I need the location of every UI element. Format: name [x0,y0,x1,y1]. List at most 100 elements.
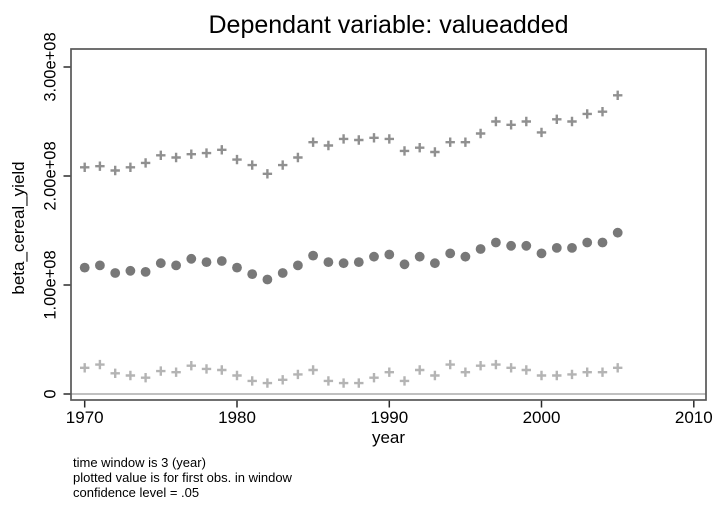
marker-point-estimate [216,256,227,266]
marker-upper-confidence-bound [536,127,547,138]
marker-lower-confidence-bound [384,367,394,377]
marker-lower-confidence-bound [475,361,486,371]
marker-point-estimate [475,244,486,254]
x-tick-label: 2000 [523,408,561,427]
marker-lower-confidence-bound [445,359,455,370]
x-axis-label: year [371,428,406,447]
marker-lower-confidence-bound [552,370,562,381]
marker-lower-confidence-bound [247,376,257,386]
marker-point-estimate [110,268,121,278]
marker-upper-confidence-bound [247,160,257,170]
marker-point-estimate [338,258,349,269]
marker-point-estimate [521,240,532,251]
marker-upper-confidence-bound [262,169,273,179]
marker-point-estimate [247,269,258,279]
marker-point-estimate [430,258,440,269]
marker-lower-confidence-bound [308,365,318,375]
marker-point-estimate [567,243,577,253]
marker-lower-confidence-bound [201,364,212,374]
marker-lower-confidence-bound [110,368,120,378]
marker-lower-confidence-bound [399,376,410,386]
marker-point-estimate [95,260,105,271]
marker-point-estimate [262,274,273,285]
marker-upper-confidence-bound [338,134,349,144]
marker-upper-confidence-bound [521,116,531,127]
marker-lower-confidence-bound [415,365,425,375]
marker-point-estimate [445,248,456,259]
marker-upper-confidence-bound [430,147,440,157]
marker-upper-confidence-bound [506,120,516,130]
marker-upper-confidence-bound [567,116,577,127]
marker-lower-confidence-bound [338,378,349,388]
y-tick-label: 3.00e+08 [42,32,60,101]
marker-upper-confidence-bound [384,134,394,144]
x-tick-label: 1990 [370,408,408,427]
marker-point-estimate [125,265,136,276]
marker-point-estimate [79,262,90,273]
y-axis-label: beta_cereal_yield [9,161,28,295]
chart-notes: time window is 3 (year) plotted value is… [73,455,292,500]
marker-upper-confidence-bound [80,162,90,172]
marker-upper-confidence-bound [460,137,471,147]
marker-upper-confidence-bound [475,128,486,139]
marker-upper-confidence-bound [125,162,136,172]
note-line: time window is 3 (year) [73,455,206,470]
marker-upper-confidence-bound [293,152,303,163]
marker-point-estimate [232,262,242,273]
marker-lower-confidence-bound [536,370,547,381]
marker-lower-confidence-bound [597,367,608,377]
marker-lower-confidence-bound [125,370,136,381]
marker-upper-confidence-bound [445,137,455,147]
marker-upper-confidence-bound [186,149,196,159]
x-tick-label: 2010 [675,408,713,427]
marker-point-estimate [293,260,303,271]
marker-lower-confidence-bound [354,378,364,388]
y-tick-label: 1.00e+08 [42,250,60,319]
marker-upper-confidence-bound [201,148,212,158]
marker-point-estimate [536,248,547,259]
marker-lower-confidence-bound [156,366,166,376]
marker-point-estimate [551,243,562,253]
marker-upper-confidence-bound [323,140,334,151]
marker-point-estimate [460,251,471,262]
marker-point-estimate [597,237,608,248]
marker-point-estimate [201,257,212,267]
marker-upper-confidence-bound [552,114,562,124]
marker-lower-confidence-bound [95,359,105,370]
marker-lower-confidence-bound [80,363,90,373]
marker-lower-confidence-bound [491,359,501,370]
marker-lower-confidence-bound [262,378,273,388]
x-tick-label: 1980 [218,408,256,427]
marker-point-estimate [323,257,334,267]
marker-point-estimate [506,240,516,251]
marker-upper-confidence-bound [597,107,608,117]
marker-upper-confidence-bound [278,160,288,170]
chart-title: Dependant variable: valueadded [208,11,569,39]
marker-lower-confidence-bound [278,375,288,385]
marker-lower-confidence-bound [186,361,196,371]
marker-lower-confidence-bound [171,367,181,377]
marker-upper-confidence-bound [110,165,120,176]
marker-lower-confidence-bound [323,376,334,386]
marker-upper-confidence-bound [369,133,379,143]
marker-lower-confidence-bound [430,370,440,381]
marker-point-estimate [612,227,623,238]
marker-upper-confidence-bound [399,146,410,156]
marker-point-estimate [140,267,151,277]
marker-point-estimate [353,257,364,267]
marker-upper-confidence-bound [582,109,592,119]
marker-upper-confidence-bound [415,143,425,153]
marker-upper-confidence-bound [217,145,227,155]
marker-lower-confidence-bound [293,369,303,380]
marker-point-estimate [308,250,318,261]
plot-border [70,48,707,401]
marker-upper-confidence-bound [308,137,318,147]
marker-point-estimate [399,259,410,270]
marker-upper-confidence-bound [491,116,501,127]
marker-upper-confidence-bound [95,161,105,171]
marker-lower-confidence-bound [140,373,151,383]
marker-lower-confidence-bound [521,365,531,375]
marker-lower-confidence-bound [217,365,227,375]
